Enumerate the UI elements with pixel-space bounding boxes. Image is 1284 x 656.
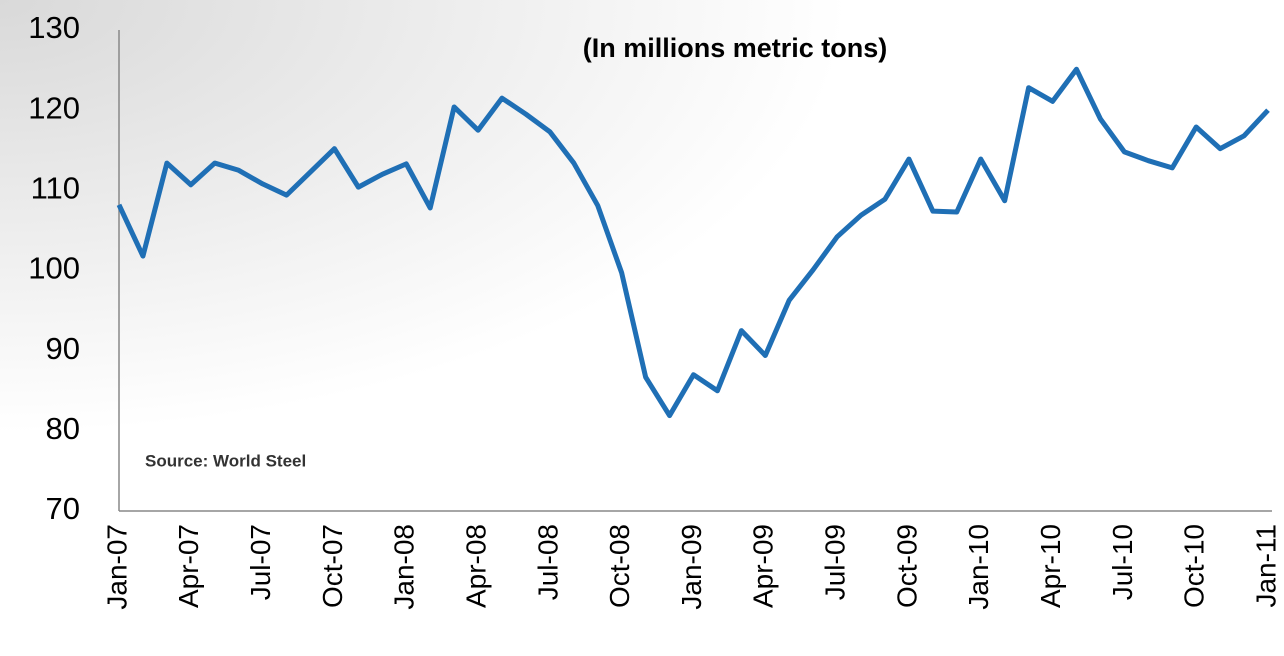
x-tick-label: Oct-07 (317, 524, 348, 608)
source-note: Source: World Steel (145, 451, 306, 470)
chart-title: (In millions metric tons) (583, 33, 888, 63)
x-tick-label: Oct-10 (1179, 524, 1210, 608)
y-tick-label: 130 (28, 10, 80, 45)
y-tick-label: 100 (28, 251, 80, 286)
x-tick-label: Jan-10 (963, 524, 994, 610)
data-line (116, 66, 1270, 419)
y-tick-label: 80 (46, 411, 80, 446)
x-tick-label: Jan-09 (676, 524, 707, 610)
x-tick-label: Jul-09 (820, 524, 851, 600)
x-tick-label: Jul-08 (532, 524, 563, 600)
x-tick-label: Jul-07 (245, 524, 276, 600)
x-tick-label: Apr-09 (748, 524, 779, 608)
y-tick-label: 70 (46, 491, 80, 526)
y-tick-label: 120 (28, 90, 80, 125)
y-tick-label: 110 (31, 171, 80, 206)
x-tick-label: Apr-10 (1035, 524, 1066, 608)
x-tick-label: Apr-08 (460, 524, 491, 608)
x-tick-label: Jan-11 (1250, 524, 1281, 608)
x-tick-label: Jul-10 (1107, 524, 1138, 600)
x-tick-label: Apr-07 (173, 524, 204, 608)
x-tick-label: Jan-07 (101, 524, 132, 610)
y-tick-label: 90 (46, 331, 80, 366)
x-tick-label: Oct-09 (891, 524, 922, 608)
x-tick-label: Oct-08 (604, 524, 635, 608)
x-tick-label: Jan-08 (389, 524, 420, 610)
